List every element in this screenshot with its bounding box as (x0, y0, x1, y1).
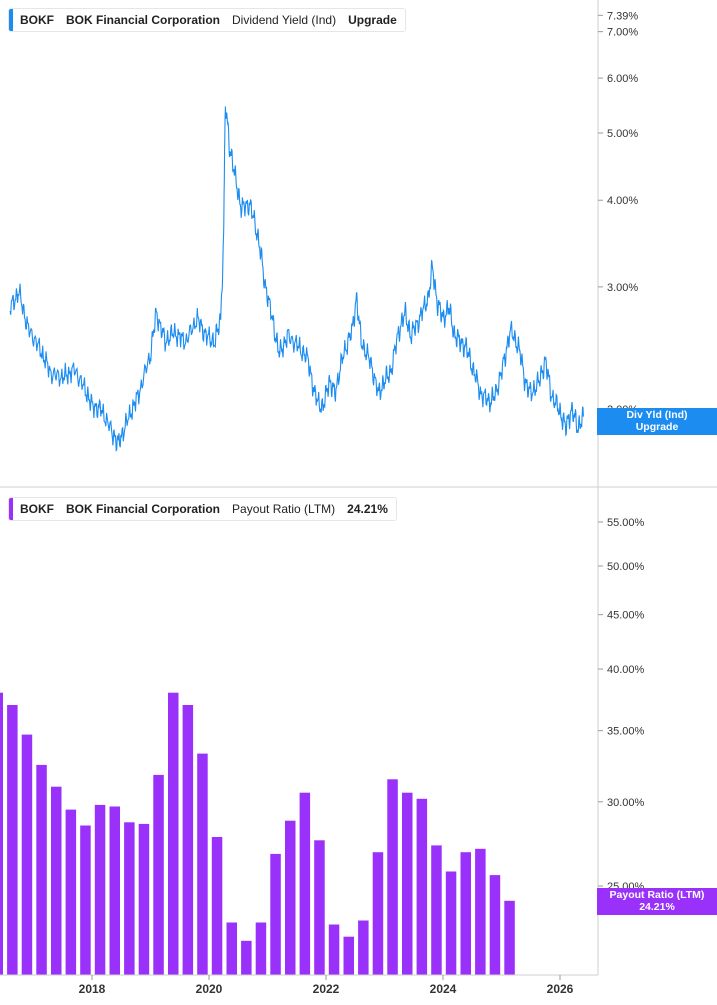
legend-metric: Dividend Yield (Ind) (232, 13, 337, 27)
payout-ratio-plot (0, 692, 515, 975)
x-tick-label: 2026 (547, 982, 574, 996)
y-tick-label: 30.00% (607, 797, 645, 809)
payout-bar (416, 798, 428, 975)
x-tick-label: 2022 (313, 982, 340, 996)
payout-bar (197, 753, 208, 975)
payout-bar (21, 734, 33, 975)
payout-bar (270, 853, 281, 975)
payout-bar (402, 792, 413, 975)
yield-series-line (9, 106, 584, 452)
payout-bar (387, 779, 398, 975)
yield-y-axis: 7.39%7.00%6.00%5.00%4.00%3.00%2.00% (598, 10, 638, 416)
y-tick-label: 50.00% (607, 561, 645, 573)
payout-bar (475, 848, 486, 975)
payout-bar (328, 924, 340, 975)
legend-value[interactable]: Upgrade (348, 13, 397, 27)
payout-bar (241, 940, 252, 975)
payout-bar (109, 806, 120, 975)
payout-bar (153, 774, 164, 975)
yield-last-value-badge: Div Yld (Ind) Upgrade (597, 408, 717, 435)
y-tick-label: 7.39% (607, 10, 638, 22)
legend-value: 24.21% (347, 502, 388, 516)
y-tick-label: 6.00% (607, 73, 638, 85)
legend-ticker: BOKF (20, 13, 54, 27)
payout-bar (51, 786, 62, 975)
x-tick-label: 2020 (196, 982, 223, 996)
y-tick-label: 3.00% (607, 282, 638, 294)
payout-bar (460, 852, 471, 975)
payout-bar (285, 820, 296, 975)
series-color-swatch (9, 9, 13, 31)
legend-company: BOK Financial Corporation (66, 13, 221, 27)
y-tick-label: 40.00% (607, 664, 645, 676)
payout-bar (358, 920, 369, 975)
x-tick-label: 2018 (79, 982, 106, 996)
y-tick-label: 4.00% (607, 195, 638, 207)
y-tick-label: 45.00% (607, 610, 645, 622)
legend-ticker: BOKF (20, 502, 54, 516)
y-tick-label: 7.00% (607, 27, 638, 39)
legend-company: BOK Financial Corporation (66, 502, 221, 516)
dividend-yield-plot (9, 106, 584, 452)
payout-bar (504, 900, 515, 975)
series-color-swatch (9, 498, 13, 520)
payout-bar (7, 705, 18, 975)
x-axis: 2018 2020 2022 2024 2026 (79, 975, 574, 996)
payout-bar (445, 871, 457, 975)
payout-bar (299, 792, 311, 975)
payout-bar (431, 845, 442, 975)
payout-bar (94, 804, 106, 975)
top-legend: BOKF BOK Financial Corporation Dividend … (8, 8, 406, 32)
payout-bar (0, 692, 3, 975)
payout-bar (182, 705, 194, 975)
y-tick-label: 35.00% (607, 726, 645, 738)
bottom-legend: BOKF BOK Financial Corporation Payout Ra… (8, 497, 397, 521)
payout-bar (314, 840, 325, 975)
payout-bar (124, 822, 135, 975)
payout-bar (168, 692, 179, 975)
badge-label: Payout Ratio (LTM) (609, 889, 705, 901)
payout-bar (80, 825, 91, 975)
payout-bar (36, 764, 47, 975)
x-tick-label: 2024 (430, 982, 457, 996)
badge-value: 24.21% (639, 901, 675, 913)
payout-bar (65, 809, 77, 975)
payout-bar (255, 922, 267, 975)
payout-last-value-badge: Payout Ratio (LTM) 24.21% (597, 888, 717, 915)
y-tick-label: 5.00% (607, 128, 638, 140)
payout-bar (138, 823, 150, 975)
payout-bar (211, 837, 223, 975)
payout-bar (489, 875, 501, 975)
badge-value: Upgrade (635, 421, 679, 433)
legend-metric: Payout Ratio (LTM) (232, 502, 336, 516)
y-tick-label: 55.00% (607, 517, 645, 529)
payout-y-axis: 55.00%50.00%45.00%40.00%35.00%30.00%25.0… (598, 517, 645, 893)
payout-bar (226, 922, 237, 975)
badge-label: Div Yld (Ind) (626, 409, 688, 421)
payout-bar (343, 936, 354, 975)
payout-bar (372, 852, 384, 975)
